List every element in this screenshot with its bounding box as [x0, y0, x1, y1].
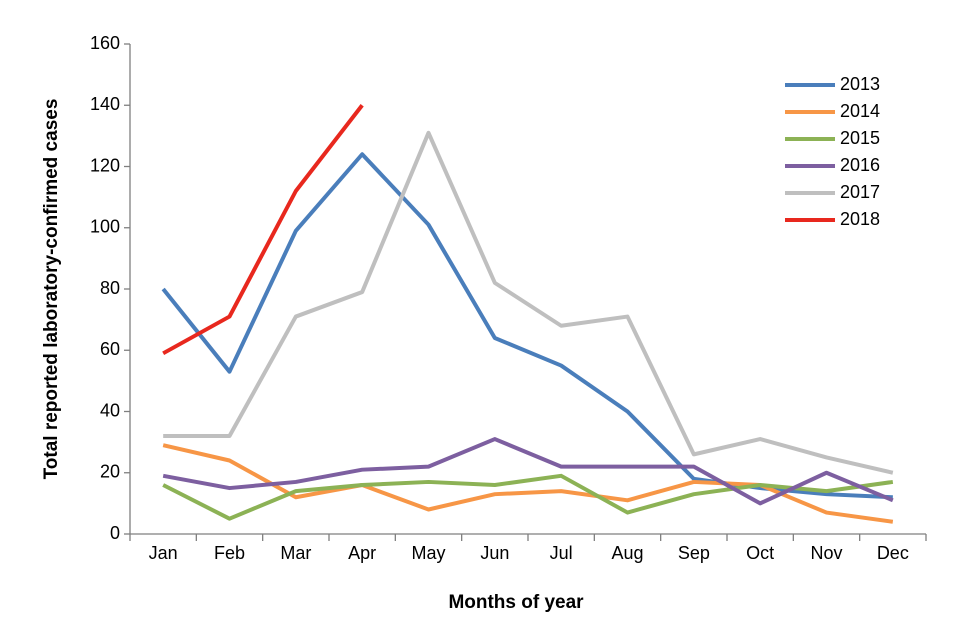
y-tick-label: 40 — [100, 400, 120, 420]
legend-label: 2014 — [840, 101, 880, 121]
x-tick-label: Dec — [877, 543, 909, 563]
series-line — [163, 130, 894, 475]
y-tick-label: 100 — [90, 217, 120, 237]
series-line — [162, 443, 894, 524]
legend-label: 2016 — [840, 155, 880, 175]
y-tick-label: 80 — [100, 278, 120, 298]
x-tick-label: Sep — [678, 543, 710, 563]
y-tick-label: 20 — [100, 462, 120, 482]
legend-label: 2015 — [840, 128, 880, 148]
series-line — [162, 473, 894, 521]
x-tick-label: May — [411, 543, 445, 563]
y-tick-label: 60 — [100, 339, 120, 359]
y-tick-label: 0 — [110, 523, 120, 543]
y-axis-title: Total reported laboratory-confirmed case… — [41, 99, 62, 480]
legend-label: 2013 — [840, 74, 880, 94]
y-tick-label: 120 — [90, 155, 120, 175]
y-tick-label: 140 — [90, 94, 120, 114]
series-line — [162, 104, 364, 356]
x-tick-label: Oct — [746, 543, 774, 563]
x-axis-title: Months of year — [448, 592, 584, 613]
x-tick-label: Jun — [480, 543, 509, 563]
x-tick-label: Apr — [348, 543, 376, 563]
x-tick-label: Jan — [149, 543, 178, 563]
x-tick-label: Jul — [550, 543, 573, 563]
x-tick-label: Mar — [280, 543, 311, 563]
x-tick-label: Aug — [611, 543, 643, 563]
y-tick-label: 160 — [90, 33, 120, 53]
series-line — [162, 437, 894, 506]
legend-label: 2017 — [840, 182, 880, 202]
legend-label: 2018 — [840, 209, 880, 229]
x-tick-label: Nov — [810, 543, 842, 563]
x-tick-label: Feb — [214, 543, 245, 563]
